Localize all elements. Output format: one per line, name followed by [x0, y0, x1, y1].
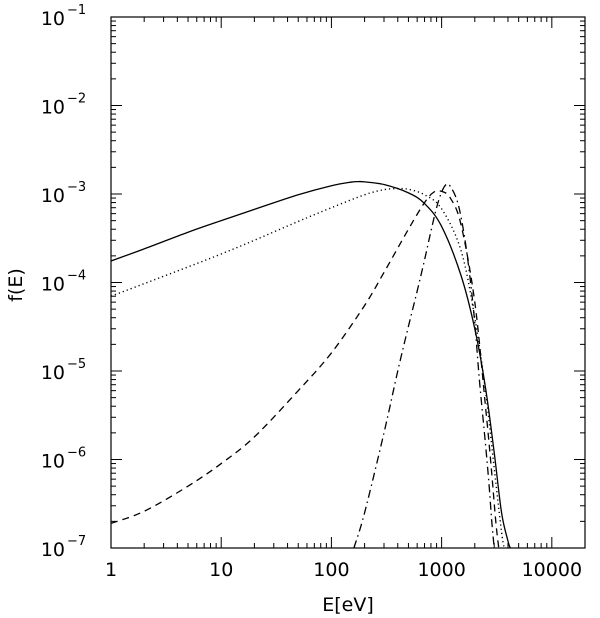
y-tick-base: 10: [41, 362, 65, 384]
series-layer: [111, 180, 511, 548]
y-tick-base: 10: [41, 97, 65, 119]
y-tick-label: 10 −1: [41, 3, 86, 30]
y-tick-exponent: −3: [67, 180, 86, 195]
series-line-dashed: [111, 190, 500, 548]
y-tick-base: 10: [41, 274, 65, 296]
y-tick-exponent: −4: [67, 269, 86, 284]
tick-layer: [110, 16, 585, 549]
y-tick-exponent: −7: [67, 534, 86, 549]
x-axis-label: E[eV]: [322, 594, 374, 616]
y-tick-base: 10: [41, 8, 65, 30]
y-tick-exponent: −1: [67, 3, 86, 18]
y-tick-label: 10 −4: [41, 269, 86, 296]
x-tick-labels: 1 10 100 1000 10000: [105, 559, 582, 581]
y-tick-label: 10 −5: [41, 357, 86, 384]
y-tick-base: 10: [41, 185, 65, 207]
y-axis-label: f(E): [5, 268, 27, 302]
series-line-dashdot: [353, 183, 495, 548]
y-tick-labels: 10−710−610−510−410−310−210−1: [41, 3, 86, 561]
series-line-solid: [111, 180, 511, 548]
x-tick-label: 1: [105, 559, 117, 581]
x-tick-label: 100: [313, 559, 349, 581]
y-tick-base: 10: [41, 539, 65, 561]
y-tick-exponent: −5: [67, 357, 86, 372]
y-tick-label: 10 −3: [41, 180, 86, 207]
y-tick-base: 10: [41, 451, 65, 473]
y-tick-label: 10 −2: [41, 92, 86, 119]
y-tick-exponent: −2: [67, 92, 86, 107]
y-tick-exponent: −6: [67, 446, 86, 461]
x-tick-label: 10000: [522, 559, 582, 581]
y-tick-label: 10 −7: [41, 534, 86, 561]
x-tick-label: 10: [209, 559, 233, 581]
series-line-dotted: [111, 187, 505, 548]
y-tick-label: 10 −6: [41, 446, 86, 473]
x-tick-label: 1000: [417, 559, 465, 581]
plot-frame: [110, 16, 586, 549]
